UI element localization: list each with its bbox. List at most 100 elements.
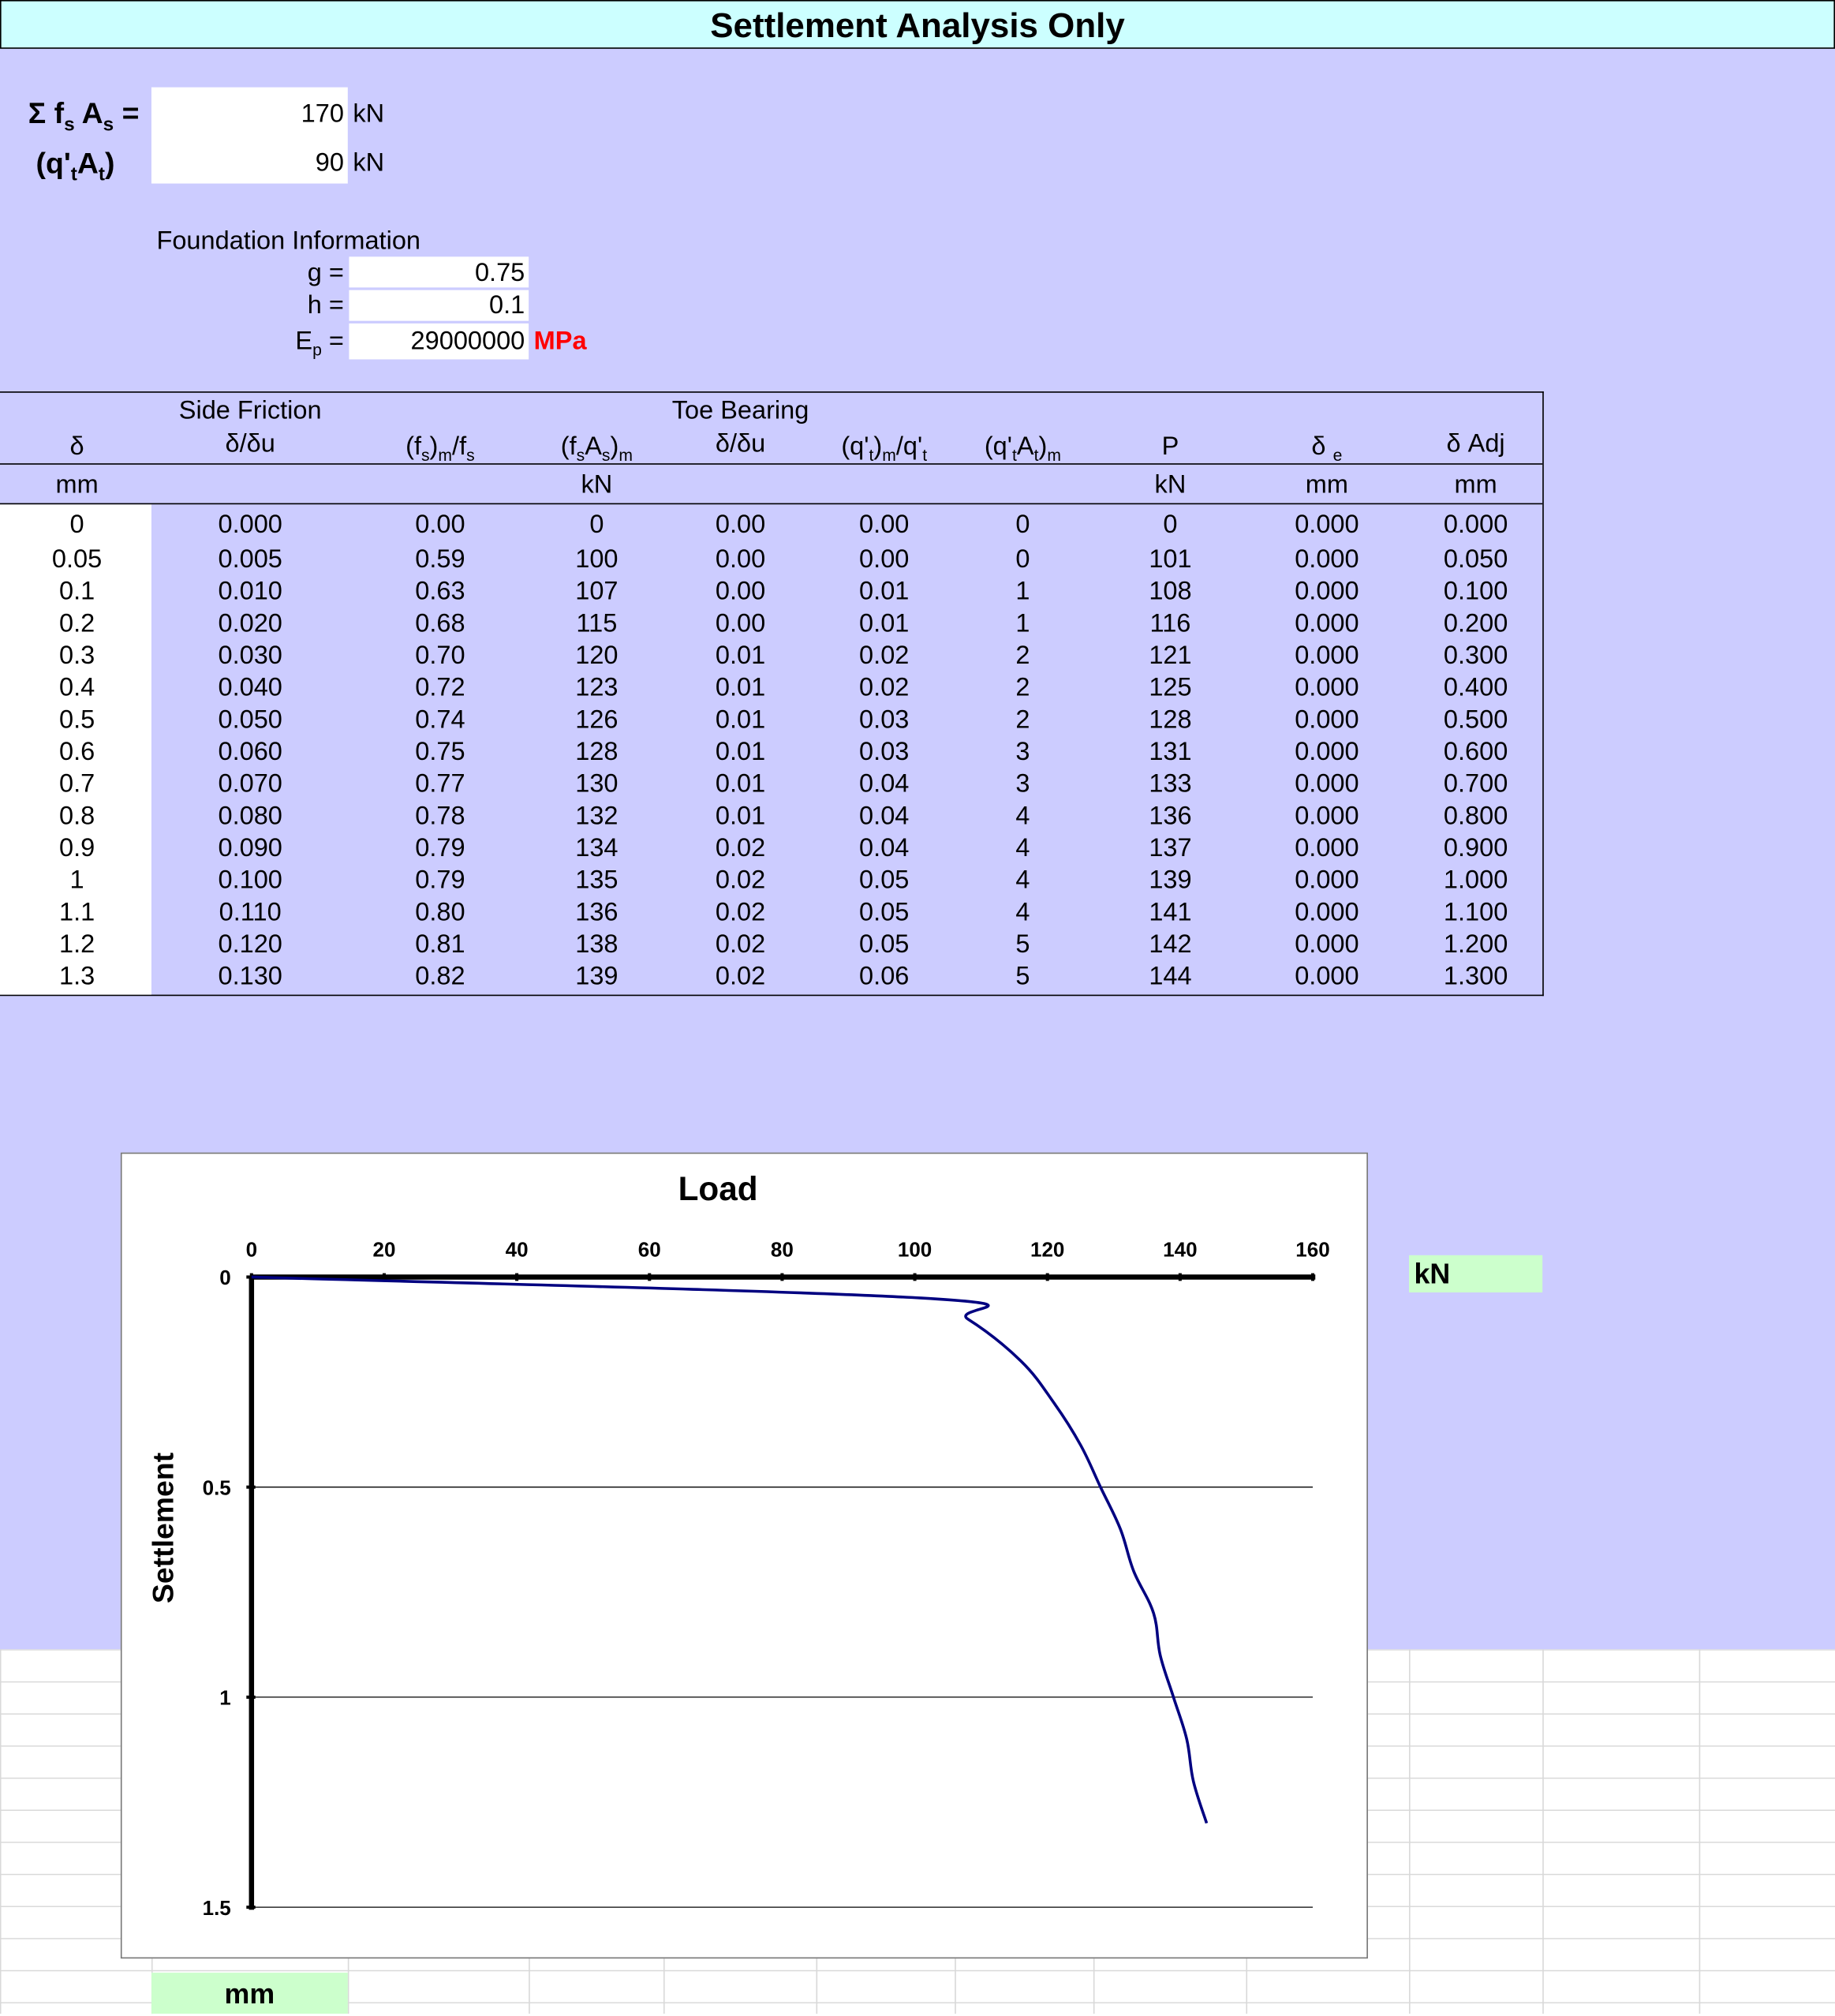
table-cell: 0.01: [715, 738, 766, 767]
table-cell: 4: [1015, 802, 1030, 831]
table-cell: 0.5: [58, 705, 95, 735]
table-cell: 0.00: [715, 577, 766, 606]
ep-unit: MPa: [533, 327, 587, 356]
column-header: δ e: [1311, 432, 1343, 465]
table-cell: 100: [575, 545, 619, 574]
x-tick-label: 140: [1163, 1237, 1197, 1261]
ep-cell: [349, 323, 529, 360]
y-unit-label: mm: [151, 1973, 348, 2014]
table-cell: 1.3: [58, 962, 95, 991]
table-cell: 137: [1149, 834, 1192, 863]
table-cell: 139: [575, 962, 619, 991]
table-cell: 0.010: [218, 577, 282, 606]
table-cell: 4: [1015, 898, 1030, 927]
table-cell: 115: [576, 609, 618, 638]
table-cell: 0.02: [715, 898, 766, 927]
table-cell: 1.100: [1443, 898, 1508, 927]
table-cell: 128: [1149, 705, 1192, 735]
column-unit: kN: [581, 470, 613, 499]
table-cell: 130: [575, 769, 619, 799]
chart-title: Load: [678, 1170, 758, 1207]
column-header: δ: [69, 432, 84, 461]
column-header: (q't)m/q't: [841, 432, 928, 465]
table-cell: 0.2: [58, 609, 95, 638]
results-table: Side Friction Toe Bearing δ δ/δu (fs)m/fs (fs…: [0, 391, 1544, 997]
table-cell: 144: [1149, 962, 1192, 991]
g-cell: [349, 256, 529, 288]
table-cell: 125: [1149, 673, 1192, 702]
column-unit: mm: [55, 470, 99, 499]
load-settlement-chart[interactable]: Load Settlement 0 20 40 60 80 100 120 140 160 0 0.5 1…: [120, 1152, 1368, 1959]
table-cell: 0: [69, 511, 84, 540]
table-cell: 5: [1015, 962, 1030, 991]
column-header: δ Adj: [1446, 429, 1505, 458]
ep-label: Ep =: [295, 327, 344, 360]
table-cell: 120: [575, 641, 619, 671]
x-tick-label: 0: [246, 1237, 257, 1261]
table-cell: 0.200: [1443, 609, 1508, 638]
foundation-info-heading: Foundation Information: [156, 226, 421, 256]
table-cell: 4: [1015, 834, 1030, 863]
table-cell: 0.02: [859, 641, 910, 671]
h-cell: [349, 290, 529, 321]
page-title: Settlement Analysis Only: [0, 0, 1835, 49]
table-cell: 0.80: [415, 898, 465, 927]
table-cell: 0.000: [1295, 898, 1359, 927]
table-cell: 1.000: [1443, 866, 1508, 895]
table-cell: 0.000: [1295, 705, 1359, 735]
x-tick-label: 100: [898, 1237, 932, 1261]
grid-col-line: [1699, 1649, 1701, 2014]
table-cell: 0.00: [715, 609, 766, 638]
table-cell: 0.090: [218, 834, 282, 863]
table-cell: 0.020: [218, 609, 282, 638]
table-cell: 0: [1015, 511, 1030, 540]
table-cell: 0.81: [415, 930, 465, 959]
table-cell: 0.79: [415, 866, 465, 895]
table-cell: 123: [575, 673, 619, 702]
h-value[interactable]: 0.1: [489, 291, 525, 320]
g-value[interactable]: 0.75: [474, 259, 525, 288]
table-cell: 0.080: [218, 802, 282, 831]
table-cell: 0.050: [1443, 545, 1508, 574]
column-unit: kN: [1154, 470, 1187, 499]
table-cell: 0.030: [218, 641, 282, 671]
y-tick-label: 0: [219, 1266, 230, 1289]
side-friction-sum-value[interactable]: 170: [301, 99, 344, 129]
table-cell: 0.01: [715, 641, 766, 671]
table-cell: 0.00: [415, 511, 465, 540]
table-cell: 0.05: [859, 930, 910, 959]
table-cell: 0.000: [1295, 834, 1359, 863]
table-cell: 0.59: [415, 545, 465, 574]
table-cell: 136: [1149, 802, 1192, 831]
column-unit: mm: [1305, 470, 1348, 499]
table-cell: 0.05: [51, 545, 103, 574]
table-cell: 0.63: [415, 577, 465, 606]
toe-capacity-value[interactable]: 90: [315, 148, 344, 178]
table-cell: 0.00: [715, 545, 766, 574]
table-cell: 0.02: [859, 673, 910, 702]
x-unit-label: kN: [1409, 1255, 1543, 1292]
table-cell: 135: [575, 866, 619, 895]
column-header: P: [1161, 432, 1179, 461]
ep-value[interactable]: 29000000: [410, 327, 525, 356]
table-cell: 0.000: [1295, 609, 1359, 638]
y-tick-label: 0.5: [203, 1476, 231, 1499]
group-header-side-friction: Side Friction: [178, 396, 322, 425]
table-cell: 1.300: [1443, 962, 1508, 991]
table-cell: 0.00: [859, 545, 910, 574]
table-cell: 0.02: [715, 930, 766, 959]
table-cell: 0.005: [218, 545, 282, 574]
delta-column-bg: [0, 504, 151, 995]
table-cell: 1: [1015, 609, 1030, 638]
column-header: (fs)m/fs: [405, 432, 475, 465]
table-cell: 0.300: [1443, 641, 1508, 671]
table-cell: 0.78: [415, 802, 465, 831]
column-header: (fsAs)m: [560, 432, 633, 465]
table-cell: 5: [1015, 930, 1030, 959]
y-tick-label: 1: [219, 1686, 230, 1710]
table-cell: 126: [575, 705, 619, 735]
table-cell: 133: [1149, 769, 1192, 799]
column-unit: mm: [1454, 470, 1497, 499]
table-cell: 0.6: [58, 738, 95, 767]
table-cell: 0.110: [219, 898, 282, 927]
